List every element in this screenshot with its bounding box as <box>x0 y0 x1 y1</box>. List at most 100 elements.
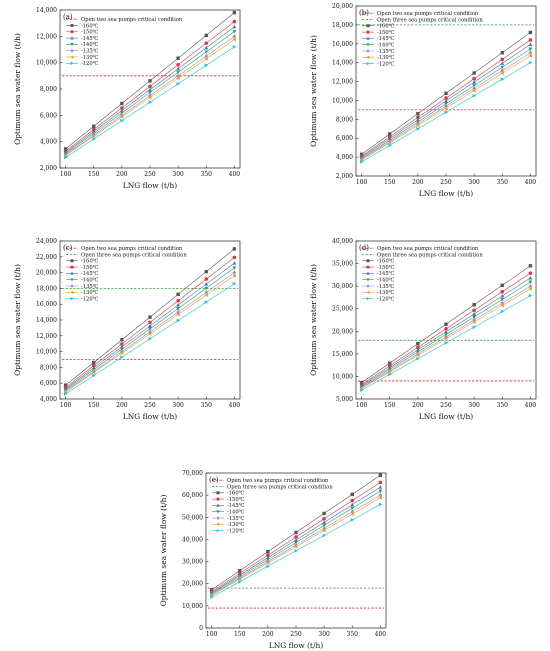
legend-label: -120℃ <box>81 296 99 302</box>
data-point <box>294 535 298 539</box>
series-7 <box>210 502 383 599</box>
data-point <box>294 542 298 548</box>
data-point <box>148 91 152 95</box>
data-point <box>500 297 505 302</box>
series-1 <box>63 10 237 151</box>
x-tick-label: 300 <box>468 402 480 409</box>
data-point <box>528 47 533 52</box>
data-point <box>176 66 180 71</box>
y-tick-label: 5,000 <box>336 396 353 403</box>
data-point <box>293 544 298 549</box>
legend-label: -120℃ <box>377 296 395 302</box>
legend-marker <box>70 259 74 263</box>
data-point <box>204 300 209 304</box>
x-tick-label: 350 <box>497 402 509 409</box>
legend-label: -150℃ <box>81 265 99 271</box>
data-point <box>472 303 476 307</box>
data-point <box>472 315 476 320</box>
data-point <box>528 284 533 289</box>
data-point <box>204 50 209 54</box>
data-point <box>500 303 504 308</box>
y-tick-label: 22,000 <box>36 254 57 261</box>
data-point <box>350 509 355 514</box>
legend-marker <box>366 36 370 40</box>
data-point <box>443 336 448 341</box>
data-point <box>378 493 383 498</box>
data-point <box>91 369 96 374</box>
series-6 <box>359 286 532 391</box>
data-point <box>120 118 124 123</box>
legend-marker <box>70 48 74 53</box>
data-point <box>500 57 505 62</box>
series-6 <box>359 54 532 162</box>
data-point <box>360 159 364 164</box>
chart-panel-1: 100 150 200 250 300 350 400 2,000 4,000 6,000 8,00… <box>13 7 241 190</box>
data-point <box>322 511 326 516</box>
y-tick-label: 20,000 <box>36 270 57 277</box>
y-tick-label: 20,000 <box>332 3 353 10</box>
y-tick-label: 8,000 <box>336 116 353 123</box>
data-point <box>500 293 505 298</box>
x-tick-label: 300 <box>468 179 480 186</box>
data-point <box>91 132 96 138</box>
data-point <box>528 50 533 55</box>
series-1 <box>359 264 533 385</box>
data-point <box>388 361 392 365</box>
x-tick-label: 250 <box>144 171 156 178</box>
chart-panel-5: 100 150 200 250 300 350 400 0 10,000 20,000 30,000… <box>159 470 387 650</box>
data-point <box>119 351 124 356</box>
data-point <box>528 38 533 42</box>
data-point <box>528 271 533 275</box>
y-tick-label: 4,000 <box>40 139 57 146</box>
data-point <box>294 530 298 535</box>
data-point <box>204 277 209 281</box>
chart-panel-2: 100 150 200 250 300 350 400 2,000 4,000 6,000 8,00… <box>309 3 537 198</box>
data-point <box>500 309 505 314</box>
legend-label: -130℃ <box>377 55 395 61</box>
legend: Open two sea pumps critical condition-16… <box>66 17 183 67</box>
data-point <box>294 537 298 542</box>
data-point <box>359 158 364 162</box>
data-point <box>204 282 209 286</box>
legend-marker <box>366 43 370 47</box>
data-point <box>120 342 124 346</box>
x-tick-label: 400 <box>375 631 387 638</box>
y-axis-title: Optimum sea water flow (t/h) <box>159 495 168 607</box>
data-point <box>204 290 209 295</box>
data-point <box>120 108 124 113</box>
y-tick-label: 50,000 <box>182 514 203 521</box>
data-point <box>378 473 383 477</box>
legend-marker <box>70 24 74 27</box>
data-point <box>416 115 420 120</box>
data-point <box>359 152 364 156</box>
data-point <box>148 320 152 325</box>
legend-marker <box>366 296 370 301</box>
y-tick-label: 4,000 <box>336 154 353 161</box>
data-point <box>120 338 124 342</box>
data-point <box>176 302 180 307</box>
series-6 <box>209 495 382 598</box>
legend: Open two sea pumps critical conditionOpe… <box>362 11 483 67</box>
x-tick-label: 350 <box>347 631 359 638</box>
legend-label: -130℃ <box>227 522 245 528</box>
data-point <box>528 60 533 65</box>
data-point <box>120 101 124 106</box>
data-point <box>444 340 449 345</box>
x-tick-label: 200 <box>116 402 128 409</box>
data-point <box>210 595 214 599</box>
legend-marker <box>216 528 220 533</box>
y-tick-label: 60,000 <box>182 492 203 499</box>
legend-marker <box>366 61 370 66</box>
data-point <box>350 518 355 522</box>
data-point <box>266 549 270 554</box>
data-point <box>232 261 237 265</box>
data-point <box>500 71 504 76</box>
data-point <box>148 100 153 105</box>
legend-label: -135℃ <box>81 49 99 55</box>
legend-label: -120℃ <box>227 528 245 534</box>
x-tick-label: 200 <box>116 171 128 178</box>
x-tick-label: 250 <box>290 631 302 638</box>
data-point <box>500 51 504 55</box>
legend-label: -140℃ <box>81 42 99 48</box>
data-point <box>500 77 505 82</box>
